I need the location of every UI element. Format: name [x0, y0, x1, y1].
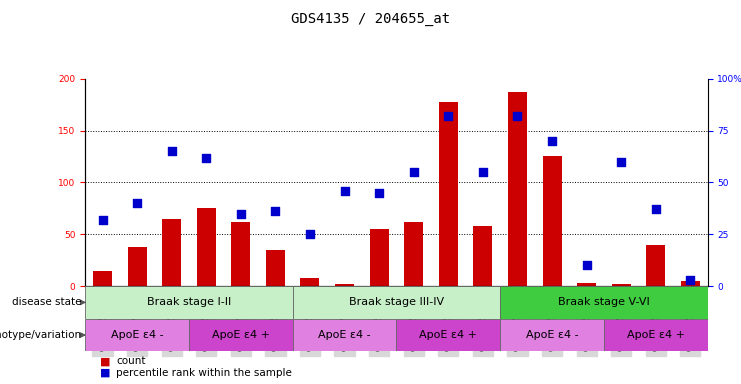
- Bar: [508, 92, 527, 286]
- Bar: [162, 219, 181, 286]
- Text: GDS4135 / 204655_at: GDS4135 / 204655_at: [291, 12, 450, 25]
- Text: disease state: disease state: [12, 297, 82, 308]
- Text: count: count: [116, 356, 146, 366]
- Point: [131, 200, 143, 206]
- Bar: [396, 319, 500, 351]
- Bar: [577, 283, 596, 286]
- Bar: [439, 101, 458, 286]
- Text: ApoE ε4 +: ApoE ε4 +: [212, 330, 270, 340]
- Text: Braak stage V-VI: Braak stage V-VI: [558, 297, 650, 308]
- Bar: [604, 319, 708, 351]
- Bar: [85, 286, 293, 319]
- Point: [546, 138, 558, 144]
- Bar: [127, 247, 147, 286]
- Text: ApoE ε4 -: ApoE ε4 -: [110, 330, 164, 340]
- Point: [477, 169, 489, 175]
- Bar: [500, 319, 604, 351]
- Bar: [266, 250, 285, 286]
- Point: [304, 231, 316, 237]
- Point: [650, 206, 662, 212]
- Bar: [293, 319, 396, 351]
- Bar: [404, 222, 423, 286]
- Bar: [231, 222, 250, 286]
- Bar: [500, 286, 708, 319]
- Bar: [196, 208, 216, 286]
- Bar: [93, 270, 112, 286]
- Point: [270, 209, 282, 215]
- Point: [339, 188, 350, 194]
- Text: ■: ■: [100, 368, 110, 378]
- Bar: [189, 319, 293, 351]
- Point: [581, 262, 593, 268]
- Text: ApoE ε4 -: ApoE ε4 -: [318, 330, 371, 340]
- Bar: [293, 286, 500, 319]
- Point: [685, 277, 697, 283]
- Bar: [681, 281, 700, 286]
- Point: [96, 217, 108, 223]
- Point: [235, 210, 247, 217]
- Bar: [370, 229, 388, 286]
- Text: ApoE ε4 +: ApoE ε4 +: [627, 330, 685, 340]
- Point: [373, 190, 385, 196]
- Point: [615, 159, 627, 165]
- Bar: [85, 319, 189, 351]
- Bar: [611, 284, 631, 286]
- Text: percentile rank within the sample: percentile rank within the sample: [116, 368, 292, 378]
- Text: Braak stage III-IV: Braak stage III-IV: [349, 297, 444, 308]
- Point: [166, 148, 178, 154]
- Text: genotype/variation: genotype/variation: [0, 330, 82, 340]
- Bar: [335, 284, 354, 286]
- Point: [442, 113, 454, 119]
- Bar: [473, 226, 492, 286]
- Bar: [646, 245, 665, 286]
- Bar: [300, 278, 319, 286]
- Text: ApoE ε4 +: ApoE ε4 +: [419, 330, 477, 340]
- Point: [200, 154, 212, 161]
- Point: [511, 113, 523, 119]
- Text: ApoE ε4 -: ApoE ε4 -: [525, 330, 579, 340]
- Point: [408, 169, 419, 175]
- Text: ■: ■: [100, 356, 110, 366]
- Bar: [542, 157, 562, 286]
- Text: Braak stage I-II: Braak stage I-II: [147, 297, 231, 308]
